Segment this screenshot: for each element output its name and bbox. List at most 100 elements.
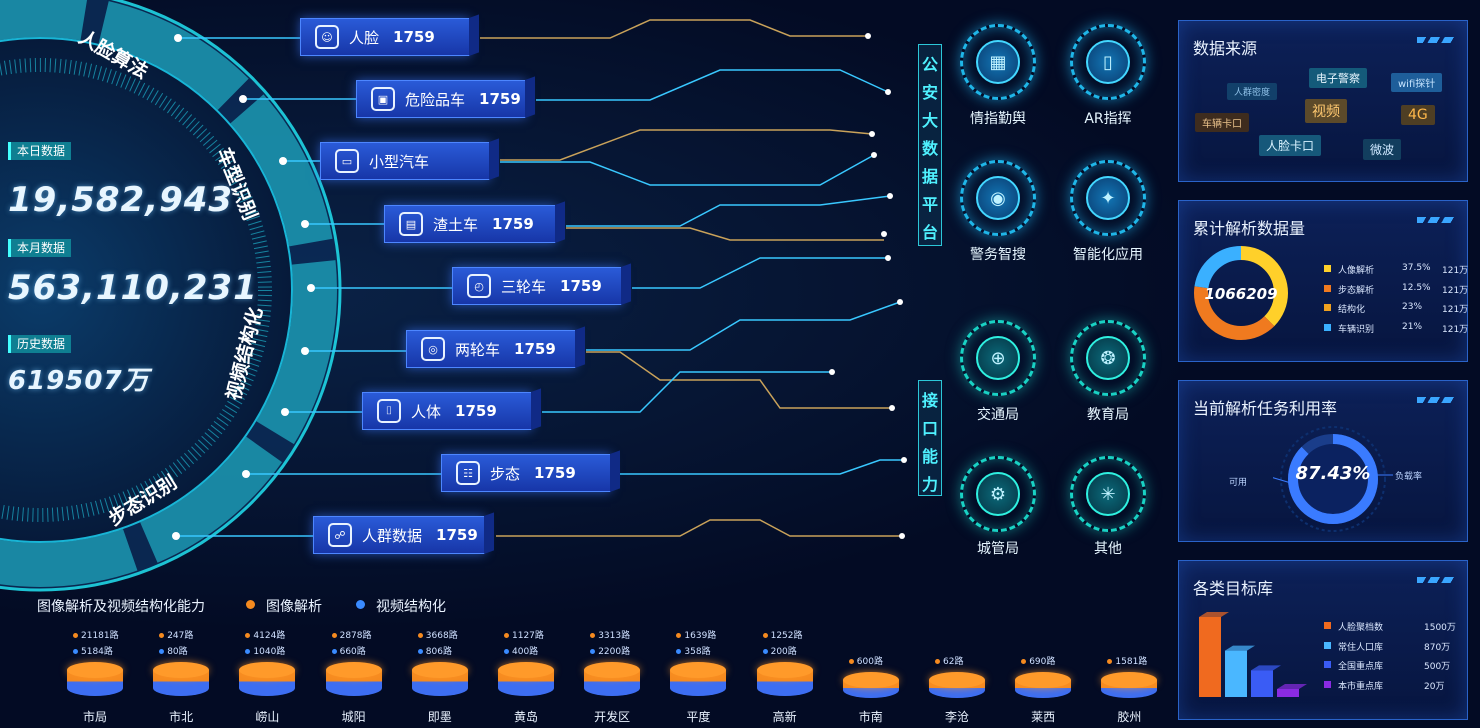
district-image-count: 1581路 bbox=[1107, 654, 1147, 667]
district-video-count: 5184路 bbox=[73, 644, 113, 657]
source-tag[interactable]: 微波 bbox=[1363, 139, 1402, 160]
image-dot bbox=[504, 633, 509, 638]
legend-swatch bbox=[1324, 265, 1331, 272]
app-label-command: 情指勤舆 bbox=[970, 111, 1026, 127]
donut-total: 1066209 bbox=[1204, 285, 1278, 303]
video-dot bbox=[676, 649, 682, 654]
video-count-text: 80路 bbox=[167, 647, 188, 657]
category-car[interactable]: ▭ 小型汽车 bbox=[320, 142, 490, 180]
smart-app-icon[interactable]: ✦ bbox=[1070, 160, 1146, 236]
legend-pct: 12.5% bbox=[1402, 282, 1431, 293]
target-bar-top bbox=[1225, 645, 1255, 651]
video-count-text: 806路 bbox=[425, 647, 452, 657]
category-face[interactable]: ☺ 人脸 1759 bbox=[300, 18, 470, 56]
source-tag[interactable]: 电子警察 bbox=[1309, 68, 1367, 88]
district-name: 崂山 bbox=[255, 710, 280, 724]
legend-value: 121万 bbox=[1442, 266, 1469, 276]
video-dot bbox=[331, 649, 337, 654]
district-name: 市局 bbox=[82, 710, 107, 724]
cylinder-top bbox=[67, 662, 123, 678]
district-image-count: 3313路 bbox=[590, 628, 630, 641]
command-icon[interactable]: ▦ bbox=[960, 24, 1036, 100]
legend-value: 121万 bbox=[1442, 305, 1469, 315]
education-icon[interactable]: ❂ bbox=[1070, 320, 1146, 396]
legend-image-label: 图像解析 bbox=[266, 599, 322, 615]
cylinder-top bbox=[239, 662, 296, 678]
day-value: 19,582,943 bbox=[8, 180, 234, 220]
category-body[interactable]: ⌷ 人体 1759 bbox=[362, 392, 532, 430]
category-gait[interactable]: ☷ 步态 1759 bbox=[441, 454, 611, 492]
legend-name: 人像解析 bbox=[1338, 266, 1375, 276]
district-image-count: 1127路 bbox=[504, 628, 544, 641]
district-image-count: 62路 bbox=[935, 654, 963, 667]
legend-name: 结构化 bbox=[1338, 305, 1366, 315]
ar-icon[interactable]: ▯ bbox=[1070, 24, 1146, 100]
category-crowd[interactable]: ☍ 人群数据 1759 bbox=[313, 516, 485, 554]
district-image-count: 3668路 bbox=[417, 628, 458, 641]
target-bar-top bbox=[1199, 612, 1229, 617]
district-video-count: 1040路 bbox=[245, 644, 285, 657]
network-icon[interactable]: ✳ bbox=[1070, 456, 1146, 532]
district-name: 即墨 bbox=[427, 710, 452, 724]
legend-name: 人脸聚档数 bbox=[1338, 623, 1384, 633]
legend-item: 步态解析 12.5% 121万 bbox=[1324, 283, 1468, 296]
district-image-count: 1639路 bbox=[676, 628, 716, 641]
source-tag[interactable]: 视频 bbox=[1305, 99, 1347, 123]
target-bar bbox=[1251, 670, 1273, 697]
police-search-icon[interactable]: ◉ bbox=[960, 160, 1036, 236]
category-two-wheeler[interactable]: ◎ 两轮车 1759 bbox=[406, 330, 576, 368]
image-dot bbox=[848, 659, 854, 664]
district-image-count: 247路 bbox=[159, 628, 193, 641]
face-icon: ☺ bbox=[315, 25, 339, 49]
usage-value: 87.43% bbox=[1295, 463, 1371, 484]
stripes-decoration bbox=[1417, 217, 1455, 223]
category-tricycle[interactable]: ◴ 三轮车 1759 bbox=[452, 267, 622, 305]
legend-value: 121万 bbox=[1442, 324, 1469, 335]
app-label-other: 其他 bbox=[1094, 541, 1122, 557]
category-dump-truck[interactable]: ▤ 渣土车 1759 bbox=[384, 205, 556, 243]
legend-item: 人像解析 37.5% 121万 bbox=[1324, 263, 1468, 276]
month-value: 563,110,231 bbox=[8, 268, 258, 308]
app-label-education: 教育局 bbox=[1087, 407, 1129, 423]
cylinder-top bbox=[325, 662, 382, 678]
tricycle-icon: ◴ bbox=[467, 274, 491, 298]
truck-icon: ▣ bbox=[371, 87, 395, 111]
globe-icon[interactable]: ⊕ bbox=[960, 320, 1036, 396]
usage-available-label: 可用 bbox=[1229, 478, 1248, 488]
target-bar bbox=[1277, 689, 1299, 697]
cylinder-top bbox=[153, 662, 210, 678]
crowd-icon: ☍ bbox=[328, 523, 352, 547]
district-name: 高新 bbox=[772, 710, 797, 724]
source-tag[interactable]: 人群密度 bbox=[1227, 83, 1278, 100]
district-image-count: 1252路 bbox=[762, 628, 803, 641]
image-count-text: 600路 bbox=[856, 657, 883, 667]
platform-label: 公安大数据平台 bbox=[918, 44, 942, 246]
image-dot bbox=[73, 633, 78, 638]
cylinder-top bbox=[670, 662, 727, 678]
target-bar bbox=[1199, 617, 1221, 697]
district-name: 市北 bbox=[169, 710, 194, 724]
legend-item: 本市重点库 20万 bbox=[1324, 679, 1444, 692]
panel-title: 各类目标库 bbox=[1193, 579, 1274, 598]
cylinder-top bbox=[929, 672, 985, 688]
category-hazmat[interactable]: ▣ 危险品车 1759 bbox=[356, 80, 526, 118]
legend-swatch bbox=[1324, 641, 1331, 649]
image-dot bbox=[1021, 659, 1027, 664]
legend-name: 全国重点库 bbox=[1338, 662, 1384, 672]
gear-icon[interactable]: ⚙ bbox=[960, 456, 1036, 532]
source-tag[interactable]: 车辆卡口 bbox=[1195, 113, 1249, 132]
district-image-count: 21181路 bbox=[73, 628, 119, 641]
legend-item: 结构化 23% 121万 bbox=[1324, 302, 1468, 315]
video-count-text: 358路 bbox=[684, 647, 711, 657]
image-count-text: 1581路 bbox=[1115, 657, 1148, 667]
video-dot bbox=[504, 649, 509, 654]
source-tag[interactable]: 4G bbox=[1401, 105, 1435, 125]
image-count-text: 62路 bbox=[943, 657, 964, 667]
source-tag[interactable]: wifi探针 bbox=[1391, 73, 1443, 92]
usage-gauge bbox=[1273, 426, 1393, 532]
source-tag[interactable]: 人脸卡口 bbox=[1259, 135, 1322, 156]
panel-title: 当前解析任务利用率 bbox=[1193, 399, 1338, 418]
district-image-count: 4124路 bbox=[245, 628, 285, 641]
district-image-count: 600路 bbox=[848, 654, 883, 667]
panel-usage: 当前解析任务利用率 87.43% 可用 负载率 bbox=[1178, 380, 1468, 542]
